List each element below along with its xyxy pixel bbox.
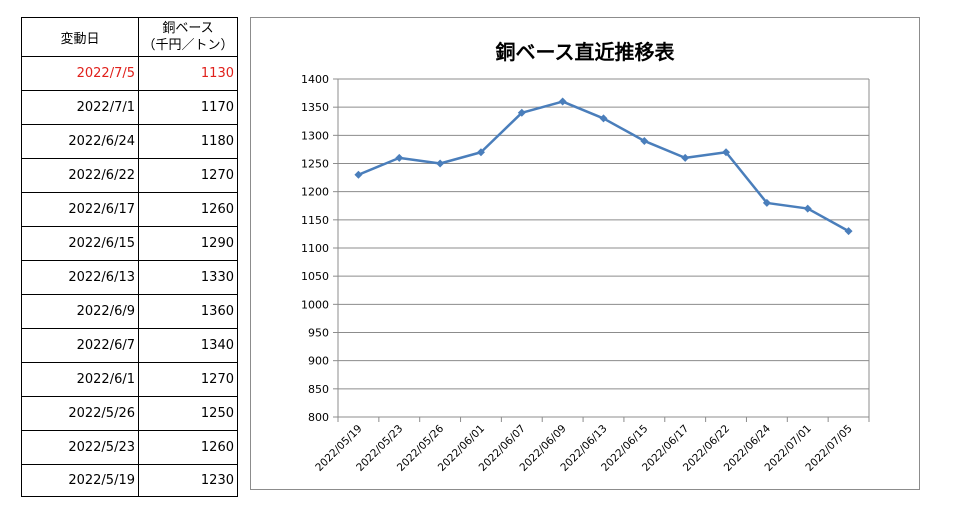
y-tick-label: 850: [308, 383, 329, 396]
table-row: 2022/5/19 1230: [22, 464, 237, 496]
y-tick-label: 1000: [301, 298, 329, 311]
row-value: 1260: [138, 431, 237, 464]
table-row: 2022/6/17 1260: [22, 192, 237, 226]
table-header-row: 変動日 銅ベース （千円／トン）: [22, 18, 237, 56]
y-tick-label: 1150: [301, 214, 329, 227]
row-value: 1330: [138, 261, 237, 294]
row-value: 1250: [138, 397, 237, 430]
table-row: 2022/7/1 1170: [22, 90, 237, 124]
header-value: 銅ベース （千円／トン）: [138, 18, 237, 56]
data-point-12: [844, 227, 853, 236]
row-date: 2022/7/1: [76, 100, 135, 115]
data-point-1: [395, 153, 404, 162]
row-date: 2022/5/19: [68, 473, 135, 488]
table-row: 2022/6/7 1340: [22, 328, 237, 362]
data-point-0: [354, 170, 363, 179]
table-row: 2022/6/1 1270: [22, 362, 237, 396]
y-tick-label: 1050: [301, 270, 329, 283]
chart-title: 銅ベース直近推移表: [495, 40, 675, 64]
y-tick-label: 1300: [301, 129, 329, 142]
row-value: 1360: [138, 295, 237, 328]
row-date: 2022/5/23: [68, 440, 135, 455]
data-point-11: [803, 204, 812, 213]
row-value: 1270: [138, 159, 237, 192]
table-row: 2022/5/23 1260: [22, 430, 237, 464]
table-row: 2022/6/15 1290: [22, 226, 237, 260]
table-row: 2022/7/5 1130: [22, 56, 237, 90]
table-row: 2022/6/22 1270: [22, 158, 237, 192]
header-value-line1: 銅ベース: [162, 21, 214, 36]
table-row: 2022/6/13 1330: [22, 260, 237, 294]
row-value: 1170: [138, 91, 237, 124]
data-point-9: [722, 148, 731, 157]
row-value: 1260: [138, 193, 237, 226]
y-tick-label: 1100: [301, 242, 329, 255]
data-point-6: [599, 114, 608, 123]
row-date: 2022/7/5: [76, 66, 135, 81]
chart-area: 銅ベース直近推移表 800 850 900 950 1000 1050 1100 1150 12…: [250, 17, 920, 490]
row-value: 1340: [138, 329, 237, 362]
line-chart: 800 850 900 950 1000 1050 1100 1150 1200 1250 1300…: [301, 73, 870, 474]
table-row: 2022/6/9 1360: [22, 294, 237, 328]
data-point-4: [517, 108, 526, 117]
table-row: 2022/5/26 1250: [22, 396, 237, 430]
row-date: 2022/6/24: [68, 134, 135, 149]
data-point-5: [558, 97, 567, 106]
header-date: 変動日: [60, 31, 100, 47]
row-date: 2022/6/17: [68, 202, 135, 217]
row-date: 2022/6/1: [76, 372, 135, 387]
table-row: 2022/6/24 1180: [22, 124, 237, 158]
row-date: 2022/6/15: [68, 236, 135, 251]
data-point-7: [640, 136, 649, 145]
row-value: 1180: [138, 125, 237, 158]
data-point-8: [681, 153, 690, 162]
y-tick-label: 1200: [301, 186, 329, 199]
row-date: 2022/6/22: [68, 168, 135, 183]
y-tick-label: 950: [308, 327, 329, 340]
row-value: 1270: [138, 363, 237, 396]
row-date: 2022/5/26: [68, 406, 135, 421]
data-point-10: [762, 198, 771, 207]
data-point-3: [476, 148, 485, 157]
row-value: 1130: [138, 57, 237, 90]
row-value: 1230: [138, 465, 237, 496]
header-value-line2: （千円／トン）: [142, 38, 234, 53]
y-tick-label: 1400: [301, 73, 329, 86]
copper-base-table: 変動日 銅ベース （千円／トン） 2022/7/5 1130 2022/7/1 117…: [21, 17, 238, 497]
row-date: 2022/6/7: [76, 338, 135, 353]
y-tick-label: 1350: [301, 101, 329, 114]
row-date: 2022/6/13: [68, 270, 135, 285]
row-date: 2022/6/9: [76, 304, 135, 319]
row-value: 1290: [138, 227, 237, 260]
y-tick-label: 900: [308, 355, 329, 368]
data-point-2: [436, 159, 445, 168]
y-tick-label: 800: [308, 411, 329, 424]
y-tick-label: 1250: [301, 158, 329, 171]
